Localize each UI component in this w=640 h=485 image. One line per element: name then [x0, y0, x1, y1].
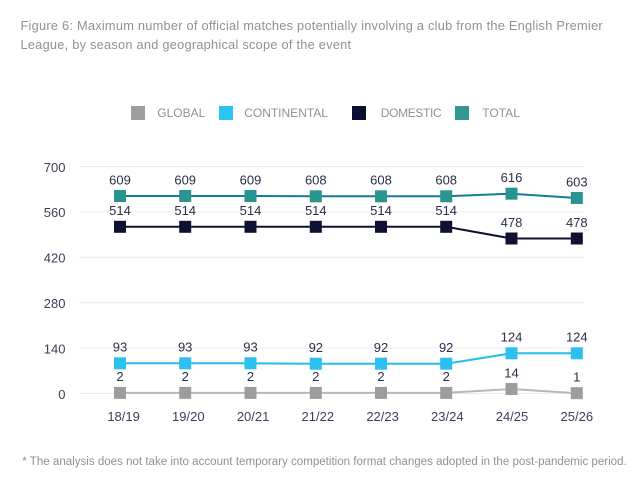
- svg-text:514: 514: [174, 203, 196, 218]
- svg-text:19/20: 19/20: [172, 409, 205, 424]
- svg-text:608: 608: [435, 173, 457, 188]
- svg-text:23/24: 23/24: [431, 409, 464, 424]
- svg-text:700: 700: [44, 160, 66, 175]
- svg-text:616: 616: [501, 170, 523, 185]
- svg-text:514: 514: [370, 203, 392, 218]
- svg-text:514: 514: [435, 203, 457, 218]
- svg-text:92: 92: [374, 340, 388, 355]
- svg-text:280: 280: [44, 296, 66, 311]
- svg-text:608: 608: [305, 173, 327, 188]
- svg-text:514: 514: [305, 203, 327, 218]
- svg-text:93: 93: [113, 340, 127, 355]
- svg-text:2: 2: [443, 369, 450, 384]
- svg-text:24/25: 24/25: [496, 409, 529, 424]
- svg-text:603: 603: [566, 174, 588, 189]
- svg-text:2: 2: [182, 369, 189, 384]
- svg-text:514: 514: [109, 203, 131, 218]
- svg-text:92: 92: [309, 340, 323, 355]
- svg-text:560: 560: [44, 205, 66, 220]
- svg-text:124: 124: [501, 330, 523, 345]
- svg-text:0: 0: [58, 387, 65, 402]
- svg-text:140: 140: [44, 341, 66, 356]
- svg-text:1: 1: [573, 370, 580, 385]
- svg-text:2: 2: [247, 369, 254, 384]
- svg-text:514: 514: [240, 203, 262, 218]
- svg-text:609: 609: [109, 172, 131, 187]
- svg-text:609: 609: [174, 172, 196, 187]
- svg-text:92: 92: [439, 340, 453, 355]
- svg-text:93: 93: [178, 340, 192, 355]
- svg-text:93: 93: [243, 340, 257, 355]
- svg-text:420: 420: [44, 251, 66, 266]
- svg-text:14: 14: [504, 365, 518, 380]
- svg-text:478: 478: [501, 215, 523, 230]
- svg-text:2: 2: [312, 369, 319, 384]
- svg-text:2: 2: [377, 369, 384, 384]
- svg-text:608: 608: [370, 173, 392, 188]
- svg-text:25/26: 25/26: [561, 409, 594, 424]
- svg-text:18/19: 18/19: [107, 409, 140, 424]
- svg-text:124: 124: [566, 330, 588, 345]
- svg-text:22/23: 22/23: [366, 409, 399, 424]
- svg-text:478: 478: [566, 215, 588, 230]
- svg-text:609: 609: [240, 172, 262, 187]
- svg-text:21/22: 21/22: [302, 409, 335, 424]
- svg-text:2: 2: [116, 369, 123, 384]
- svg-text:20/21: 20/21: [237, 409, 270, 424]
